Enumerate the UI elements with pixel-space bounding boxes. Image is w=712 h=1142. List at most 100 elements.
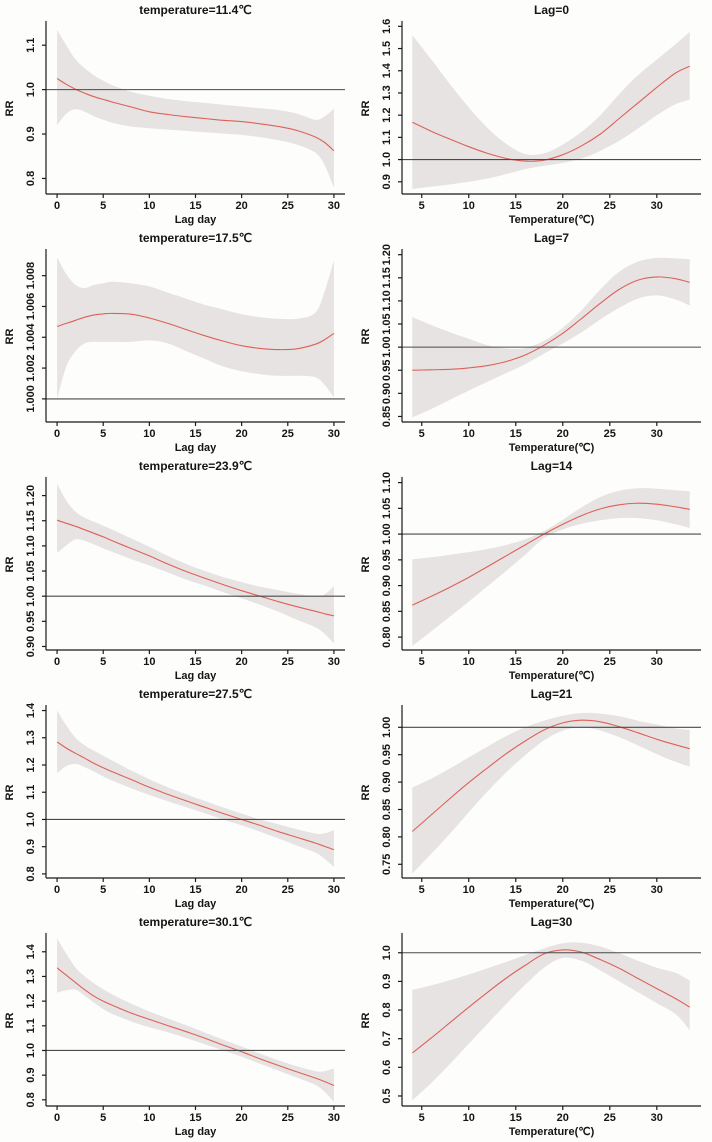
y-tick-label: 1.3 (25, 969, 37, 984)
confidence-band (57, 257, 334, 399)
rr-curve (411, 719, 690, 832)
y-tick-label: 0.95 (25, 611, 37, 632)
plot-area (412, 488, 690, 646)
y-tick-label: 0.8 (25, 866, 37, 881)
y-tick-label: 1.3 (25, 730, 37, 745)
confidence-band (412, 31, 690, 189)
y-tick-label: 1.10 (381, 290, 393, 311)
x-tick-label: 30 (328, 1112, 340, 1124)
x-tick-label: 15 (189, 428, 201, 440)
plot-area (412, 257, 690, 418)
x-tick-label: 15 (510, 428, 522, 440)
confidence-band (57, 29, 334, 188)
plot-panel-4: 5 10 15 20 25 30 0.85 0.90 0.95 1.00 1.05 1.10 1.15 1… (356, 229, 712, 457)
y-tick-label: 1.00 (381, 523, 393, 544)
x-tick-label: 0 (54, 1112, 60, 1124)
y-tick-label: 0.85 (381, 799, 393, 820)
x-tick-label: 10 (143, 428, 155, 440)
plot-area (411, 712, 690, 874)
x-axis-title: Lag day (175, 670, 217, 682)
y-tick-label: 0.9 (25, 1068, 37, 1083)
plot-title: Lag=14 (531, 459, 573, 473)
plot-svg-2: 5 10 15 20 25 30 0.9 1.0 1.1 1.2 1.3 1.4 1.5 1.6 Lag=0… (360, 3, 701, 226)
y-tick-label: 0.9 (25, 839, 37, 854)
y-tick-label: 1.0 (381, 152, 393, 167)
rr-curve (56, 312, 335, 351)
y-tick-label: 1.2 (25, 757, 37, 772)
y-tick-label: 0.8 (381, 1002, 393, 1017)
x-tick-label: 20 (236, 1112, 248, 1124)
x-tick-label: 25 (282, 428, 294, 440)
x-tick-label: 30 (328, 656, 340, 668)
plot-svg-6: 5 10 15 20 25 30 0.80 0.85 0.90 0.95 1.00 1.05 1.10 L… (360, 459, 701, 682)
rr-curve (56, 741, 335, 851)
x-tick-label: 25 (282, 884, 294, 896)
y-tick-label: 1.20 (25, 485, 37, 506)
y-axis-title: RR (4, 557, 16, 573)
plot-svg-7: 0 5 10 15 20 25 30 0.8 0.9 1.0 1.1 1.2 1.3 1.4 tempera… (4, 687, 345, 910)
rr-curve (412, 65, 690, 162)
x-tick-label: 10 (463, 656, 475, 668)
x-tick-label: 5 (100, 428, 106, 440)
plot-title: Lag=7 (534, 231, 569, 245)
plot-title: temperature=27.5℃ (139, 687, 252, 701)
rr-curve (412, 276, 690, 371)
y-tick-label: 0.9 (381, 174, 393, 189)
y-tick-label: 1.000 (25, 385, 37, 413)
y-tick-label: 0.85 (381, 601, 393, 622)
plot-panel-8: 5 10 15 20 25 30 0.75 0.80 0.85 0.90 0.95 1.00 Lag=2… (356, 685, 712, 913)
plot-panel-6: 5 10 15 20 25 30 0.80 0.85 0.90 0.95 1.00 1.05 1.10 L… (356, 457, 712, 685)
rr-curve (56, 519, 335, 617)
y-tick-label: 1.1 (381, 130, 393, 145)
x-tick-label: 30 (651, 656, 663, 668)
x-axis-title: Temperature(℃) (509, 898, 595, 910)
rr-curve (412, 502, 690, 606)
y-axis-title: RR (360, 101, 372, 117)
y-tick-label: 0.90 (381, 771, 393, 792)
confidence-band (412, 942, 690, 1101)
x-tick-label: 10 (143, 200, 155, 212)
x-axis-title: Temperature(℃) (509, 1126, 595, 1138)
x-tick-label: 5 (419, 656, 425, 668)
x-tick-label: 25 (282, 1112, 294, 1124)
y-tick-label: 1.1 (25, 785, 37, 800)
plot-panel-3: 0 5 10 15 20 25 30 1.000 1.002 1.004 1.006 1.008 tem… (0, 229, 356, 457)
y-tick-label: 1.15 (381, 267, 393, 288)
y-axis-title: RR (4, 1013, 16, 1029)
x-tick-label: 25 (282, 200, 294, 212)
plot-panel-10: 5 10 15 20 25 30 0.5 0.6 0.7 0.8 0.9 1.0 Lag=30 Tempe… (356, 913, 712, 1141)
x-tick-label: 10 (143, 884, 155, 896)
x-tick-label: 25 (604, 200, 616, 212)
plot-panel-5: 0 5 10 15 20 25 30 0.90 0.95 1.00 1.05 1.10 1.15 1.20… (0, 457, 356, 685)
x-tick-label: 5 (419, 1112, 425, 1124)
y-axis-title: RR (360, 557, 372, 573)
y-tick-label: 1.20 (381, 244, 393, 265)
x-tick-label: 5 (419, 428, 425, 440)
plot-title: temperature=17.5℃ (139, 231, 252, 245)
y-tick-label: 1.002 (25, 354, 37, 382)
y-tick-label: 1.10 (381, 472, 393, 493)
y-axis-title: RR (4, 329, 16, 345)
y-tick-label: 1.1 (25, 1018, 37, 1033)
y-tick-label: 1.0 (25, 1043, 37, 1058)
x-tick-label: 5 (100, 1112, 106, 1124)
y-tick-label: 0.8 (25, 1092, 37, 1107)
x-tick-label: 10 (463, 200, 475, 212)
y-tick-label: 0.90 (381, 383, 393, 404)
x-tick-label: 5 (419, 200, 425, 212)
x-tick-label: 20 (236, 656, 248, 668)
y-tick-label: 0.95 (381, 744, 393, 765)
plot-svg-3: 0 5 10 15 20 25 30 1.000 1.002 1.004 1.006 1.008 tem… (4, 231, 345, 454)
plot-title: temperature=30.1℃ (139, 915, 252, 929)
y-tick-label: 1.006 (25, 293, 37, 321)
plot-panel-2: 5 10 15 20 25 30 0.9 1.0 1.1 1.2 1.3 1.4 1.5 1.6 Lag=0… (356, 1, 712, 229)
x-tick-label: 25 (604, 428, 616, 440)
y-tick-label: 1.00 (381, 336, 393, 357)
plot-title: Lag=21 (531, 687, 573, 701)
plot-svg-8: 5 10 15 20 25 30 0.75 0.80 0.85 0.90 0.95 1.00 Lag=2… (360, 687, 701, 910)
y-tick-label: 1.05 (381, 313, 393, 334)
x-tick-label: 30 (651, 1112, 663, 1124)
y-tick-label: 1.4 (25, 702, 37, 718)
x-tick-label: 10 (463, 428, 475, 440)
